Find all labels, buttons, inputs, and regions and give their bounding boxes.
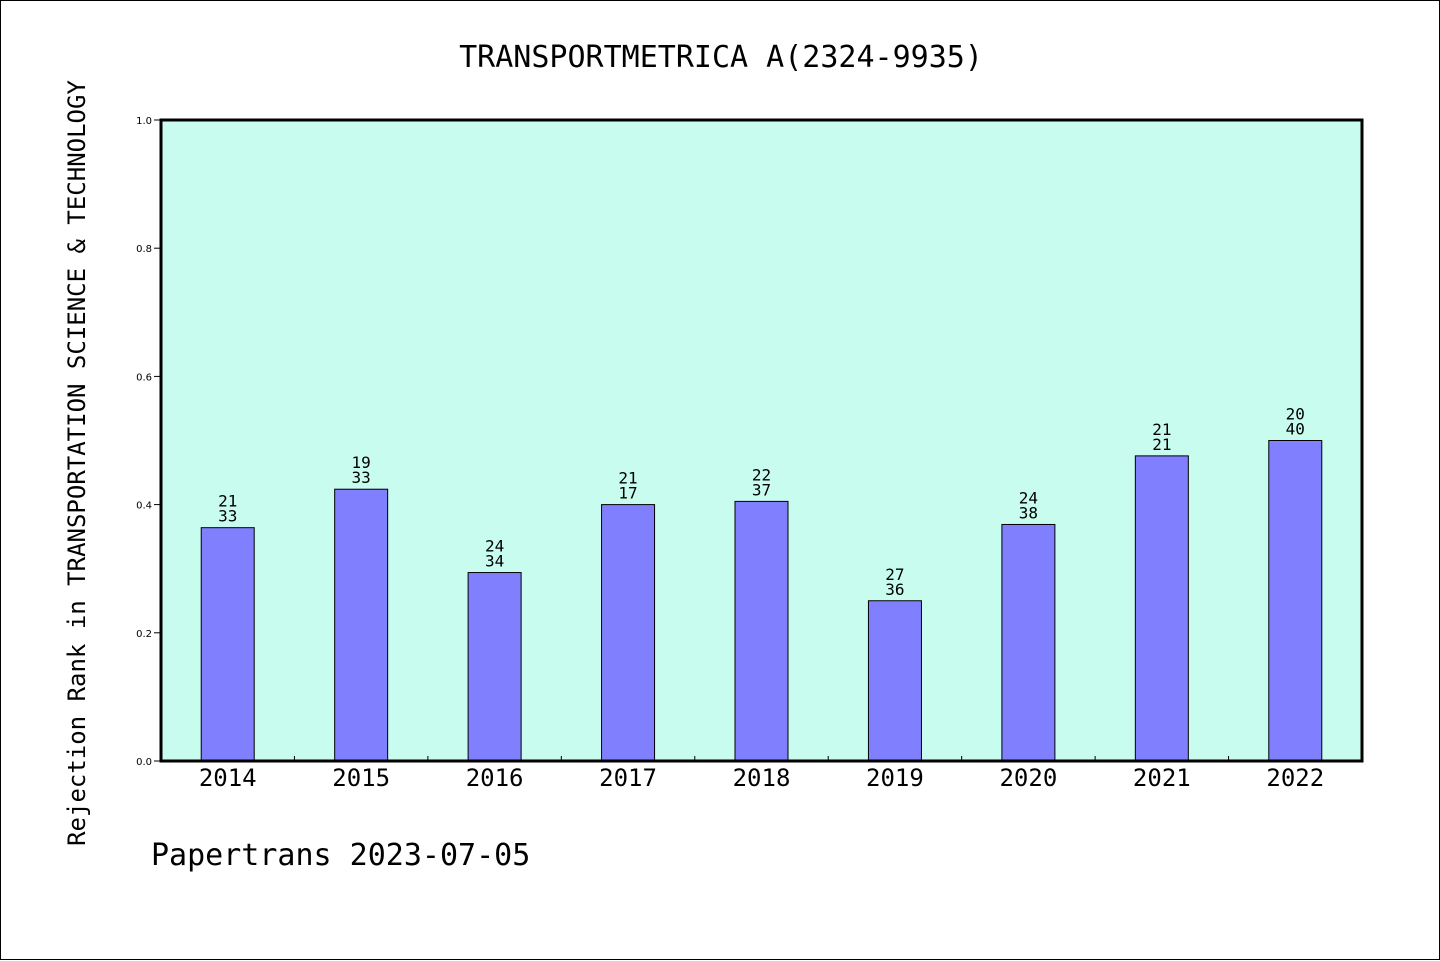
x-axis: 2014 2015 2016 2017 2018 2019 2020 2021 2022 [199, 756, 1324, 792]
bar-label-bottom: 33 [218, 507, 237, 526]
x-tick-label: 2021 [1133, 764, 1191, 792]
bar [334, 488, 389, 762]
bar-label-bottom: 38 [1019, 503, 1038, 522]
bar [1268, 440, 1323, 762]
bar-label-top: 20 [1286, 405, 1305, 424]
plot-border [159, 118, 1364, 763]
bar-label-top: 19 [352, 453, 371, 472]
y-axis-label: Rejection Rank in TRANSPORTATION SCIENCE… [63, 80, 91, 846]
x-tick-label: 2015 [332, 764, 390, 792]
x-tick-label: 2022 [1266, 764, 1324, 792]
bar-label-top: 21 [1152, 420, 1171, 439]
bar-label-bottom: 33 [352, 468, 371, 487]
y-tick-label: 0.2 [136, 629, 152, 640]
x-tick-label: 2017 [599, 764, 657, 792]
y-tick-label: 0.4 [136, 501, 152, 512]
y-tick-label: 0.8 [136, 244, 152, 255]
bar-label-top: 21 [218, 492, 237, 511]
y-tick-label: 1.0 [136, 116, 152, 127]
bar-label-top: 27 [885, 565, 904, 584]
footer-credit: Papertrans 2023-07-05 [151, 838, 530, 873]
x-tick-label: 2016 [466, 764, 524, 792]
bar-label-bottom: 37 [752, 480, 771, 499]
bar [1001, 523, 1056, 762]
bar [200, 527, 255, 762]
bar-label-bottom: 17 [618, 484, 637, 503]
bar-label-bottom: 36 [885, 580, 904, 599]
chart-title: TRANSPORTMETRICA A(2324-9935) [459, 40, 983, 75]
x-tick-label: 2018 [733, 764, 791, 792]
bar [467, 572, 522, 762]
bar-label-top: 24 [485, 537, 504, 556]
bar-label-bottom: 40 [1286, 420, 1305, 439]
y-axis: 0.0 0.2 0.4 0.6 0.8 1.0 [136, 116, 161, 768]
bar-label-bottom: 34 [485, 552, 504, 571]
bar-label-top: 22 [752, 465, 771, 484]
x-tick-label: 2014 [199, 764, 257, 792]
bars-layer [200, 440, 1323, 762]
bar-label-top: 21 [618, 469, 637, 488]
x-tick-label: 2020 [999, 764, 1057, 792]
y-tick-label: 0.0 [136, 757, 152, 768]
bar [601, 504, 656, 762]
bar [734, 500, 789, 762]
x-tick-label: 2019 [866, 764, 924, 792]
bar [1134, 455, 1189, 762]
bar [867, 600, 922, 762]
bar-label-top: 24 [1019, 488, 1038, 507]
y-tick-label: 0.6 [136, 372, 152, 383]
bar-label-bottom: 21 [1152, 435, 1171, 454]
